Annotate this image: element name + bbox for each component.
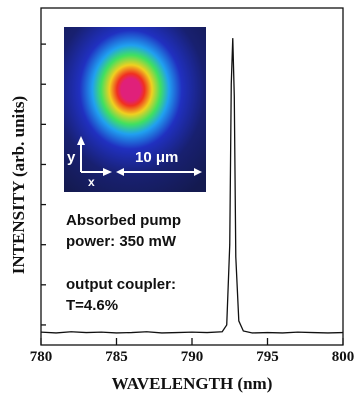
chart: y x 10 μm Absorbed pump power: 350 mW ou… bbox=[0, 0, 355, 396]
scale-label: 10 μm bbox=[135, 149, 178, 166]
y-axis-label: INTENSITY (arb. units) bbox=[9, 96, 28, 274]
x-axis-label: WAVELENGTH (nm) bbox=[112, 374, 273, 393]
annotation: T=4.6% bbox=[66, 297, 118, 314]
annotation: Absorbed pump bbox=[66, 212, 181, 229]
axis-y-note: y bbox=[67, 149, 76, 166]
x-tick-label: 780 bbox=[30, 349, 53, 365]
beam-image bbox=[64, 27, 206, 192]
x-tick-label: 800 bbox=[332, 349, 355, 365]
annotation: output coupler: bbox=[66, 276, 176, 293]
x-tick-label: 790 bbox=[181, 349, 204, 365]
annotation: power: 350 mW bbox=[66, 233, 177, 250]
axis-x-note: x bbox=[88, 175, 95, 189]
x-tick-label: 785 bbox=[105, 349, 128, 365]
x-tick-label: 795 bbox=[256, 349, 279, 365]
